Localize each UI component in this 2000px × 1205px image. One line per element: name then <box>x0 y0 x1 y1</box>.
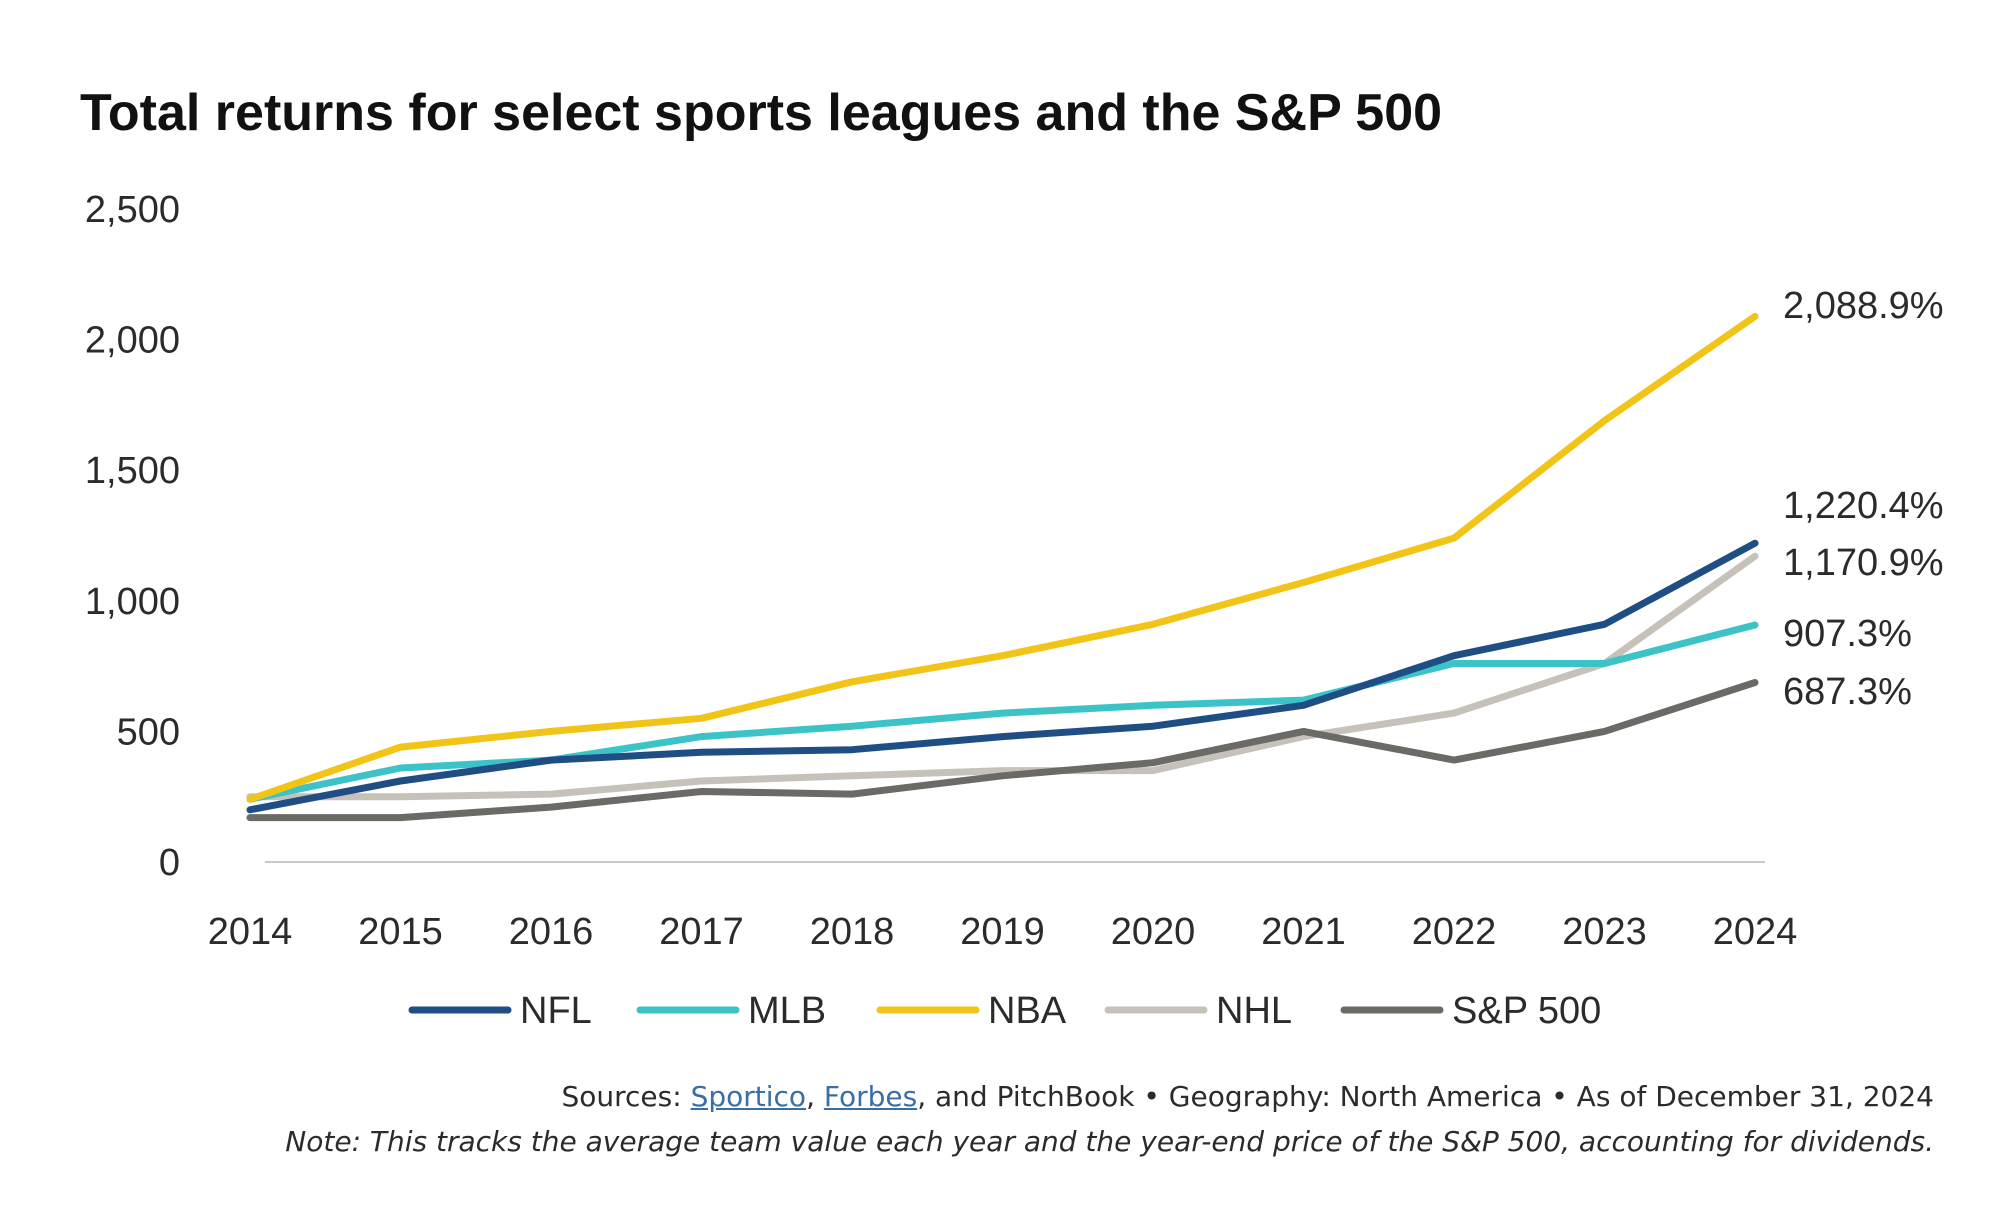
x-tick-label: 2020 <box>1111 911 1196 953</box>
legend-label: NFL <box>520 990 592 1032</box>
end-labels: 1,220.4% 907.3% 2,088.9% 1,170.9% 687.3% <box>1783 285 1944 713</box>
y-tick-label: 2,000 <box>85 320 180 362</box>
sources-line: Sources: Sportico, Forbes, and PitchBook… <box>561 1080 1934 1113</box>
sportico-link[interactable]: Sportico <box>690 1080 807 1113</box>
end-value-label: 1,170.9% <box>1783 542 1944 584</box>
note-line: Note: This tracks the average team value… <box>285 1125 1934 1158</box>
legend-label: MLB <box>748 990 826 1032</box>
legend: NFL MLB NBA NHL S&P 500 <box>408 990 1601 1032</box>
x-tick-label: 2019 <box>960 911 1045 953</box>
end-value-label: 907.3% <box>1783 613 1912 655</box>
end-value-label: 687.3% <box>1783 671 1912 713</box>
forbes-link[interactable]: Forbes <box>823 1080 918 1113</box>
sources-separator: , <box>806 1080 824 1113</box>
series-line-nba <box>246 312 1759 803</box>
sources-prefix: Sources: <box>561 1080 691 1113</box>
x-tick-label: 2015 <box>358 911 443 953</box>
chart-title: Total returns for select sports leagues … <box>80 84 1442 142</box>
y-tick-label: 0 <box>159 842 180 884</box>
end-value-label: 2,088.9% <box>1783 285 1944 327</box>
x-tick-label: 2014 <box>208 911 293 953</box>
y-tick-label: 1,500 <box>85 450 180 492</box>
series-line-nhl <box>246 552 1759 801</box>
y-tick-label: 500 <box>117 711 180 753</box>
series-line-s-p-500 <box>246 679 1759 822</box>
y-axis-ticks: 0 500 1,000 1,500 2,000 2,500 <box>85 189 180 884</box>
series-line-nfl <box>246 539 1759 814</box>
legend-label: S&P 500 <box>1452 990 1601 1032</box>
x-tick-label: 2018 <box>810 911 895 953</box>
x-tick-label: 2016 <box>509 911 594 953</box>
y-tick-label: 2,500 <box>85 189 180 231</box>
x-tick-label: 2022 <box>1412 911 1497 953</box>
series-lines <box>246 312 1759 822</box>
y-tick-label: 1,000 <box>85 581 180 623</box>
series-line-mlb <box>246 621 1759 803</box>
end-value-label: 1,220.4% <box>1783 485 1944 527</box>
x-axis-ticks: 2014 2015 2016 2017 2018 2019 2020 2021 2022 2023… <box>208 911 1798 953</box>
x-tick-label: 2017 <box>659 911 744 953</box>
legend-label: NHL <box>1216 990 1292 1032</box>
x-tick-label: 2024 <box>1713 911 1798 953</box>
x-tick-label: 2023 <box>1562 911 1647 953</box>
x-tick-label: 2021 <box>1261 911 1346 953</box>
sources-rest: , and PitchBook • Geography: North Ameri… <box>917 1080 1934 1113</box>
legend-label: NBA <box>988 990 1067 1032</box>
